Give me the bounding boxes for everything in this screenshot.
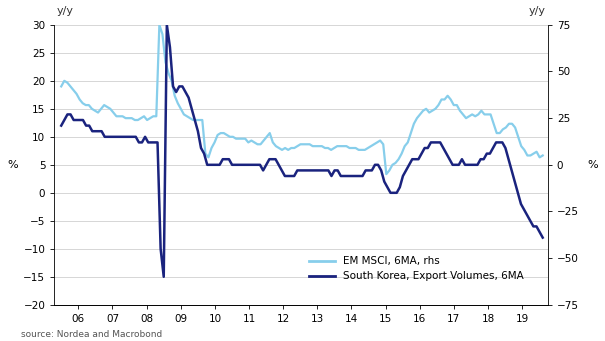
Text: source: Nordea and Macrobond: source: Nordea and Macrobond: [21, 330, 162, 339]
Text: y/y: y/y: [57, 6, 74, 16]
Text: y/y: y/y: [528, 6, 545, 16]
Y-axis label: %: %: [587, 160, 598, 170]
Y-axis label: %: %: [7, 160, 18, 170]
Legend: EM MSCI, 6MA, rhs, South Korea, Export Volumes, 6MA: EM MSCI, 6MA, rhs, South Korea, Export V…: [304, 252, 528, 286]
